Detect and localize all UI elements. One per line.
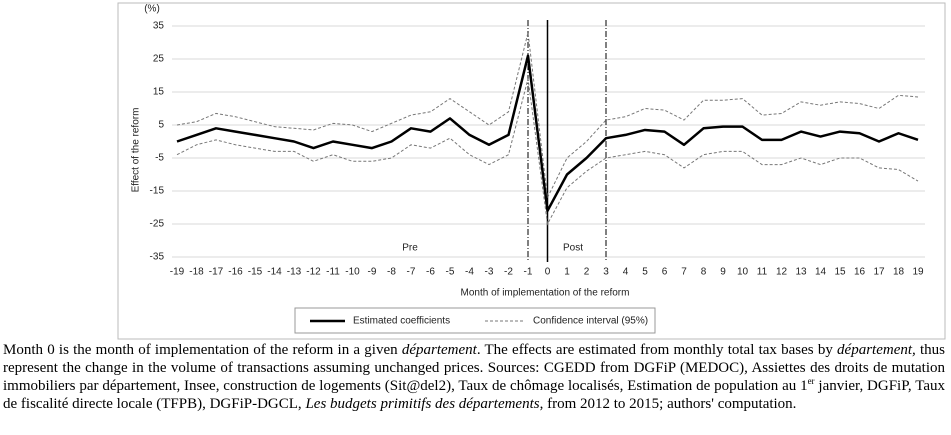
legend-label: Confidence interval (95%) (533, 316, 648, 327)
x-tick-label: -17 (209, 267, 224, 278)
caption-text: . The effects are estimated from monthly… (476, 342, 838, 358)
x-tick-label: -18 (189, 267, 204, 278)
x-tick-label: 16 (854, 267, 866, 278)
chart: (%) Effect of the reform Month of implem… (117, 2, 946, 340)
x-tick-label: -19 (170, 267, 185, 278)
x-tick-label: -5 (446, 267, 455, 278)
x-tick-label: 10 (737, 267, 749, 278)
y-tick-label: 35 (153, 21, 165, 32)
x-tick-label: 3 (603, 267, 609, 278)
x-tick-label: -12 (306, 267, 321, 278)
legend-box (294, 307, 656, 334)
annotation: Pre (402, 243, 418, 254)
caption-text: janvier, DGFiP, Taux de fiscalité direct… (3, 378, 945, 412)
x-tick-label: 8 (701, 267, 707, 278)
chart-frame (117, 2, 946, 340)
y-unit: (%) (144, 4, 160, 15)
x-tick-label: 5 (642, 267, 648, 278)
x-axis-label: Month of implementation of the reform (461, 288, 630, 299)
y-tick-label: 15 (153, 87, 165, 98)
x-tick-label: -10 (345, 267, 360, 278)
x-tick-label: -14 (267, 267, 282, 278)
x-tick-label: -1 (524, 267, 533, 278)
x-tick-label: -11 (326, 267, 340, 278)
x-tick-label: 12 (776, 267, 788, 278)
caption-text: Les budgets primitifs des départements (305, 396, 540, 412)
x-tick-label: 6 (662, 267, 668, 278)
ci-line (176, 32, 919, 200)
caption-text: département (401, 342, 477, 358)
x-tick-label: 11 (757, 267, 768, 278)
x-tick-label: 2 (584, 267, 590, 278)
x-tick-label: 0 (545, 267, 551, 278)
y-tick-label: -35 (150, 252, 165, 263)
annotation: Post (563, 243, 583, 254)
caption-text: Month 0 is the month of implementation o… (3, 342, 402, 358)
x-tick-label: 7 (681, 267, 687, 278)
y-axis-label: Effect of the reform (131, 108, 142, 193)
x-tick-label: 4 (623, 267, 629, 278)
x-tick-label: -16 (228, 267, 243, 278)
series-line (176, 54, 919, 213)
ci-line (176, 78, 919, 226)
x-tick-label: -8 (387, 267, 396, 278)
caption: Month 0 is the month of implementation o… (3, 341, 945, 413)
x-tick-label: -2 (504, 267, 513, 278)
caption-text: er (807, 376, 815, 386)
y-tick-label: -5 (155, 153, 164, 164)
caption-text: thus represent the change in the volume … (3, 342, 945, 394)
x-tick-label: 15 (834, 267, 846, 278)
caption-text: département, (837, 342, 916, 358)
x-tick-label: 14 (815, 267, 827, 278)
x-tick-label: 9 (720, 267, 726, 278)
y-tick-label: 5 (158, 120, 164, 131)
x-tick-label: -3 (485, 267, 494, 278)
x-tick-label: -13 (287, 267, 302, 278)
y-tick-label: -15 (150, 186, 165, 197)
x-tick-label: 1 (564, 267, 570, 278)
x-tick-label: -4 (465, 267, 474, 278)
x-tick-label: -7 (407, 267, 416, 278)
y-tick-label: -25 (150, 219, 165, 230)
legend-label: Estimated coefficients (353, 316, 450, 327)
x-tick-label: -15 (248, 267, 263, 278)
x-tick-label: 13 (795, 267, 807, 278)
caption-text: , from 2012 to 2015; authors' computatio… (539, 396, 797, 412)
y-tick-label: 25 (153, 54, 165, 65)
x-tick-label: 17 (873, 267, 885, 278)
x-tick-label: -6 (426, 267, 435, 278)
x-tick-label: 18 (893, 267, 905, 278)
x-tick-label: -9 (368, 267, 377, 278)
x-tick-label: 19 (912, 267, 924, 278)
